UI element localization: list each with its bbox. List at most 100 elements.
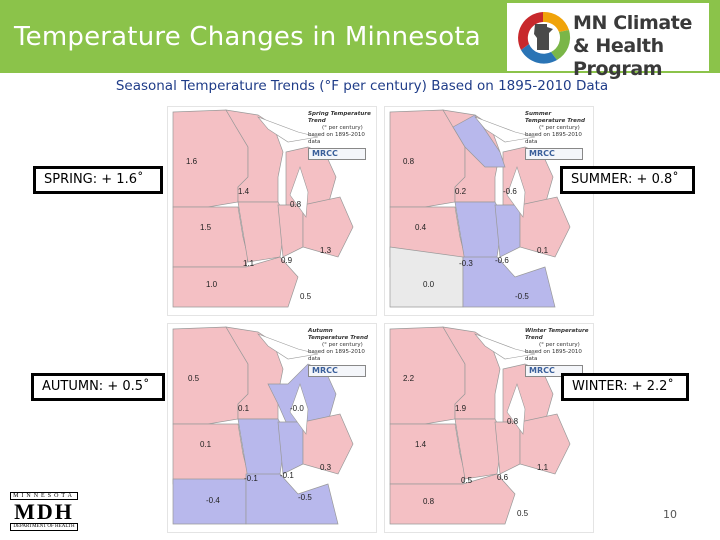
map-value: 1.0 — [206, 280, 218, 289]
upper-peninsula-region — [452, 114, 506, 168]
map-value: 1.1 — [243, 259, 255, 268]
ohio-region — [302, 413, 354, 475]
lake-michigan-shape — [506, 383, 526, 435]
spring-label: SPRING: + 1.6˚ — [33, 166, 163, 194]
iowa-region — [172, 206, 249, 268]
map-value: 0.5 — [188, 374, 200, 383]
autumn-map: Autumn Temperature Trend (° per century)… — [167, 323, 377, 533]
map-value: 0.5 — [300, 292, 312, 301]
missouri-region — [389, 246, 464, 308]
mrcc-logo: MRCC — [308, 365, 366, 377]
missouri-kentucky-region — [172, 256, 299, 308]
missouri-kentucky-region — [389, 473, 516, 525]
map-value: 1.9 — [455, 404, 467, 413]
map-value: 0.5 — [517, 509, 529, 518]
map-value: 0.8 — [403, 157, 415, 166]
legend-basis: based on 1895-2010 data — [525, 132, 582, 145]
lake-superior-shape — [474, 116, 536, 143]
mdh-logo-main: MDH — [14, 499, 74, 524]
iowa-region — [172, 423, 249, 485]
map-value: 0.8 — [507, 417, 519, 426]
mdh-logo-bottom: DEPARTMENT OF HEALTH — [10, 523, 78, 531]
map-value: 1.4 — [238, 187, 250, 196]
lake-michigan-shape — [289, 166, 309, 218]
map-value: 1.1 — [537, 463, 549, 472]
ohio-region — [519, 196, 571, 258]
map-value: 1.3 — [320, 246, 332, 255]
map-value: -0.0 — [290, 404, 304, 413]
winter-label: WINTER: + 2.2˚ — [561, 373, 689, 401]
map-value: 0.4 — [415, 223, 427, 232]
spring-map: Spring Temperature Trend (° per century)… — [167, 106, 377, 316]
map-value: 0.8 — [423, 497, 435, 506]
legend-basis: based on 1895-2010 data — [525, 349, 582, 362]
mdh-logo-top: MINNESOTA — [10, 492, 78, 500]
map-value: 0.0 — [423, 280, 435, 289]
autumn-label: AUTUMN: + 0.5˚ — [31, 373, 165, 401]
autumn-legend: Autumn Temperature Trend (° per century)… — [308, 328, 372, 377]
indiana-region — [494, 204, 521, 258]
legend-unit: (° per century) — [322, 342, 363, 348]
kentucky-region — [245, 473, 339, 525]
map-value: -0.6 — [503, 187, 517, 196]
iowa-region — [389, 423, 466, 485]
legend-unit: (° per century) — [539, 125, 580, 131]
legend-title: Winter Temperature Trend — [525, 328, 589, 341]
map-value: -0.5 — [515, 292, 529, 301]
map-value: 0.8 — [290, 200, 302, 209]
map-value: 0.2 — [455, 187, 467, 196]
legend-title: Autumn Temperature Trend — [308, 328, 368, 341]
map-value: 0.5 — [461, 476, 473, 485]
legend-basis: based on 1895-2010 data — [308, 132, 365, 145]
legend-unit: (° per century) — [322, 125, 363, 131]
map-value: 0.1 — [537, 246, 549, 255]
map-value: -0.5 — [298, 493, 312, 502]
winter-legend: Winter Temperature Trend (° per century)… — [525, 328, 589, 377]
map-value: 0.6 — [497, 473, 509, 482]
kentucky-region — [462, 256, 556, 308]
map-value: 1.5 — [200, 223, 212, 232]
page-number: 10 — [663, 508, 677, 521]
summer-map: Summer Temperature Trend (° per century)… — [384, 106, 594, 316]
indiana-region — [277, 204, 304, 258]
summer-region-map — [389, 109, 571, 308]
indiana-region — [277, 421, 304, 475]
mn-climate-health-logo: MN Climate & Health Program — [507, 3, 709, 80]
ohio-region — [302, 196, 354, 258]
lake-superior-shape — [257, 333, 319, 360]
lake-superior-shape — [257, 116, 319, 143]
slide-title: Temperature Changes in Minnesota — [14, 22, 481, 52]
lake-michigan-shape — [289, 383, 309, 435]
map-value: -0.6 — [495, 256, 509, 265]
map-value: 1.4 — [415, 440, 427, 449]
map-value: 2.2 — [403, 374, 415, 383]
spring-region-map — [172, 109, 354, 308]
spring-legend: Spring Temperature Trend (° per century)… — [308, 111, 372, 160]
mrcc-logo: MRCC — [308, 148, 366, 160]
lake-superior-shape — [474, 333, 536, 360]
map-value: 0.3 — [320, 463, 332, 472]
indiana-region — [494, 421, 521, 475]
autumn-region-map — [172, 326, 354, 525]
map-value: 0.9 — [281, 256, 293, 265]
logo-text: MN Climate & Health Program — [573, 12, 692, 80]
map-value: 0.1 — [200, 440, 212, 449]
legend-unit: (° per century) — [539, 342, 580, 348]
subtitle: Seasonal Temperature Trends (°F per cent… — [115, 78, 609, 94]
winter-region-map — [389, 326, 571, 525]
summer-label: SUMMER: + 0.8˚ — [560, 166, 695, 194]
map-value: -0.4 — [206, 496, 220, 505]
minnesota-swirl-icon — [518, 11, 571, 64]
mrcc-logo: MRCC — [525, 148, 583, 160]
map-value: -0.3 — [459, 259, 473, 268]
summer-legend: Summer Temperature Trend (° per century)… — [525, 111, 589, 160]
mdh-logo: MINNESOTA MDH DEPARTMENT OF HEALTH — [10, 492, 78, 532]
lake-michigan-shape — [506, 166, 526, 218]
legend-basis: based on 1895-2010 data — [308, 349, 365, 362]
winter-map: Winter Temperature Trend (° per century)… — [384, 323, 594, 533]
map-value: 0.1 — [238, 404, 250, 413]
header-bar: Temperature Changes in Minnesota MN Clim… — [0, 0, 720, 80]
map-value: -0.1 — [280, 471, 294, 480]
ohio-region — [519, 413, 571, 475]
legend-title: Spring Temperature Trend — [308, 111, 371, 124]
